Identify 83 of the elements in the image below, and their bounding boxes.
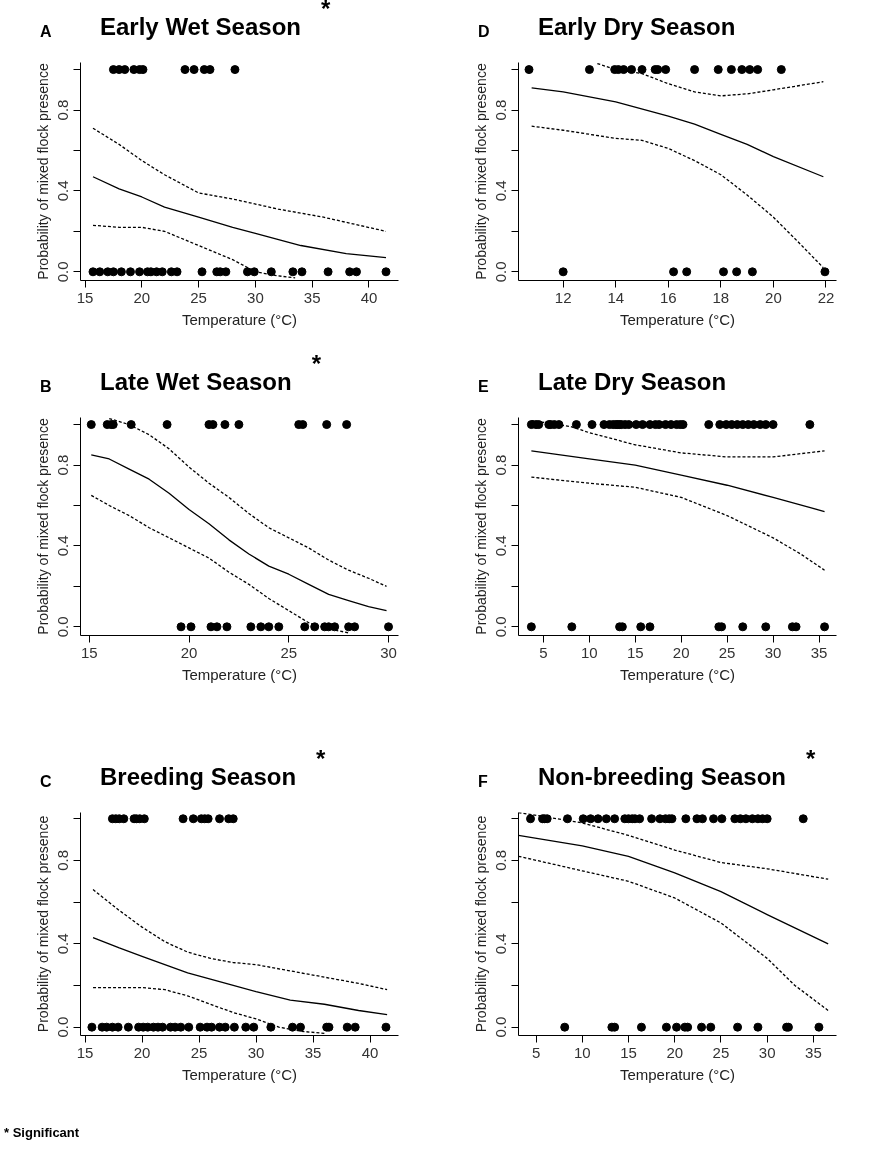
y-tick-label: 0.0 <box>492 1016 510 1038</box>
x-tick-label: 30 <box>764 643 782 661</box>
text: * <box>316 743 326 774</box>
x-axis-title: Temperature (°C) <box>181 310 298 328</box>
chart-title: Early Wet Season <box>100 11 301 42</box>
y-tick-label: 0.0 <box>54 616 72 638</box>
chart-title: Breeding Season <box>100 761 297 792</box>
x-tick-label: 20 <box>666 1043 684 1061</box>
y-tick-label: 0.4 <box>492 933 510 955</box>
x-tick-label: 30 <box>380 643 397 661</box>
text: B <box>40 377 53 398</box>
y-tick-label: 0.8 <box>54 99 72 121</box>
chart-title: Non-breeding Season <box>538 761 787 792</box>
x-tick-label: 30 <box>758 1043 776 1061</box>
text: * <box>311 348 321 379</box>
text: C <box>40 772 53 793</box>
x-tick-label: 12 <box>554 288 572 306</box>
x-tick-label: 20 <box>133 288 151 306</box>
x-axis-title: Temperature (°C) <box>181 665 298 683</box>
chart-title: Early Dry Season <box>538 11 736 42</box>
chart-title: Late Dry Season <box>538 366 727 397</box>
x-tick-label: 5 <box>531 1043 541 1061</box>
text: * <box>320 0 331 24</box>
text: * <box>806 743 816 774</box>
y-tick-label: 0.4 <box>492 535 510 557</box>
y-tick-label: 0.0 <box>492 616 510 638</box>
text: F <box>478 772 489 793</box>
x-tick-label: 5 <box>539 643 548 661</box>
x-tick-label: 20 <box>765 288 782 306</box>
x-tick-label: 20 <box>180 643 198 661</box>
y-axis-title: Probability of mixed flock presence <box>472 815 489 1033</box>
chart-title: Late Wet Season <box>100 366 292 397</box>
x-tick-label: 18 <box>712 288 730 306</box>
x-tick-label: 10 <box>573 1043 591 1061</box>
y-tick-label: 0.0 <box>54 261 72 283</box>
y-axis-title: Probability of mixed flock presence <box>34 63 51 280</box>
x-tick-label: 15 <box>620 1043 637 1061</box>
x-tick-label: 35 <box>303 288 321 306</box>
x-axis-title: Temperature (°C) <box>619 665 736 683</box>
x-tick-label: 25 <box>190 288 207 306</box>
y-tick-label: 0.4 <box>54 180 72 202</box>
y-axis-title: Probability of mixed flock presence <box>472 63 489 280</box>
y-tick-label: 0.0 <box>492 261 510 283</box>
x-tick-label: 30 <box>247 1043 265 1061</box>
text: A <box>40 22 53 43</box>
x-tick-label: 20 <box>672 643 690 661</box>
x-tick-label: 15 <box>76 288 94 306</box>
y-axis-title: Probability of mixed flock presence <box>34 815 51 1033</box>
x-tick-label: 30 <box>247 288 264 306</box>
x-tick-label: 15 <box>76 1043 94 1061</box>
y-tick-label: 0.8 <box>492 850 510 871</box>
x-tick-label: 35 <box>810 643 828 661</box>
y-axis-title: Probability of mixed flock presence <box>472 418 489 635</box>
y-axis-title: Probability of mixed flock presence <box>34 418 51 635</box>
y-tick-label: 0.4 <box>492 180 510 202</box>
x-tick-label: 25 <box>718 643 736 661</box>
x-tick-label: 25 <box>712 1043 730 1061</box>
x-axis-title: Temperature (°C) <box>181 1065 298 1083</box>
y-tick-label: 0.8 <box>492 454 510 476</box>
y-tick-label: 0.0 <box>54 1016 72 1038</box>
x-tick-label: 25 <box>190 1043 208 1061</box>
x-tick-label: 20 <box>133 1043 151 1061</box>
x-tick-label: 40 <box>360 288 378 306</box>
x-axis-title: Temperature (°C) <box>619 1065 736 1083</box>
y-tick-label: 0.8 <box>492 99 510 121</box>
y-tick-label: 0.4 <box>54 535 72 557</box>
text: * Significant <box>3 1124 80 1142</box>
x-tick-label: 22 <box>817 288 835 306</box>
y-tick-label: 0.8 <box>54 454 72 476</box>
x-tick-label: 40 <box>361 1043 379 1061</box>
x-tick-label: 35 <box>304 1043 322 1061</box>
x-tick-label: 35 <box>805 1043 822 1061</box>
text: E <box>478 377 490 398</box>
x-tick-label: 15 <box>80 643 98 661</box>
x-tick-label: 16 <box>659 288 677 306</box>
y-tick-label: 0.4 <box>54 933 72 955</box>
text: D <box>478 22 491 43</box>
x-tick-label: 25 <box>280 643 298 661</box>
x-tick-label: 10 <box>580 643 598 661</box>
x-tick-label: 14 <box>607 288 625 306</box>
x-tick-label: 15 <box>626 643 644 661</box>
y-tick-label: 0.8 <box>54 850 72 871</box>
x-axis-title: Temperature (°C) <box>619 310 736 328</box>
